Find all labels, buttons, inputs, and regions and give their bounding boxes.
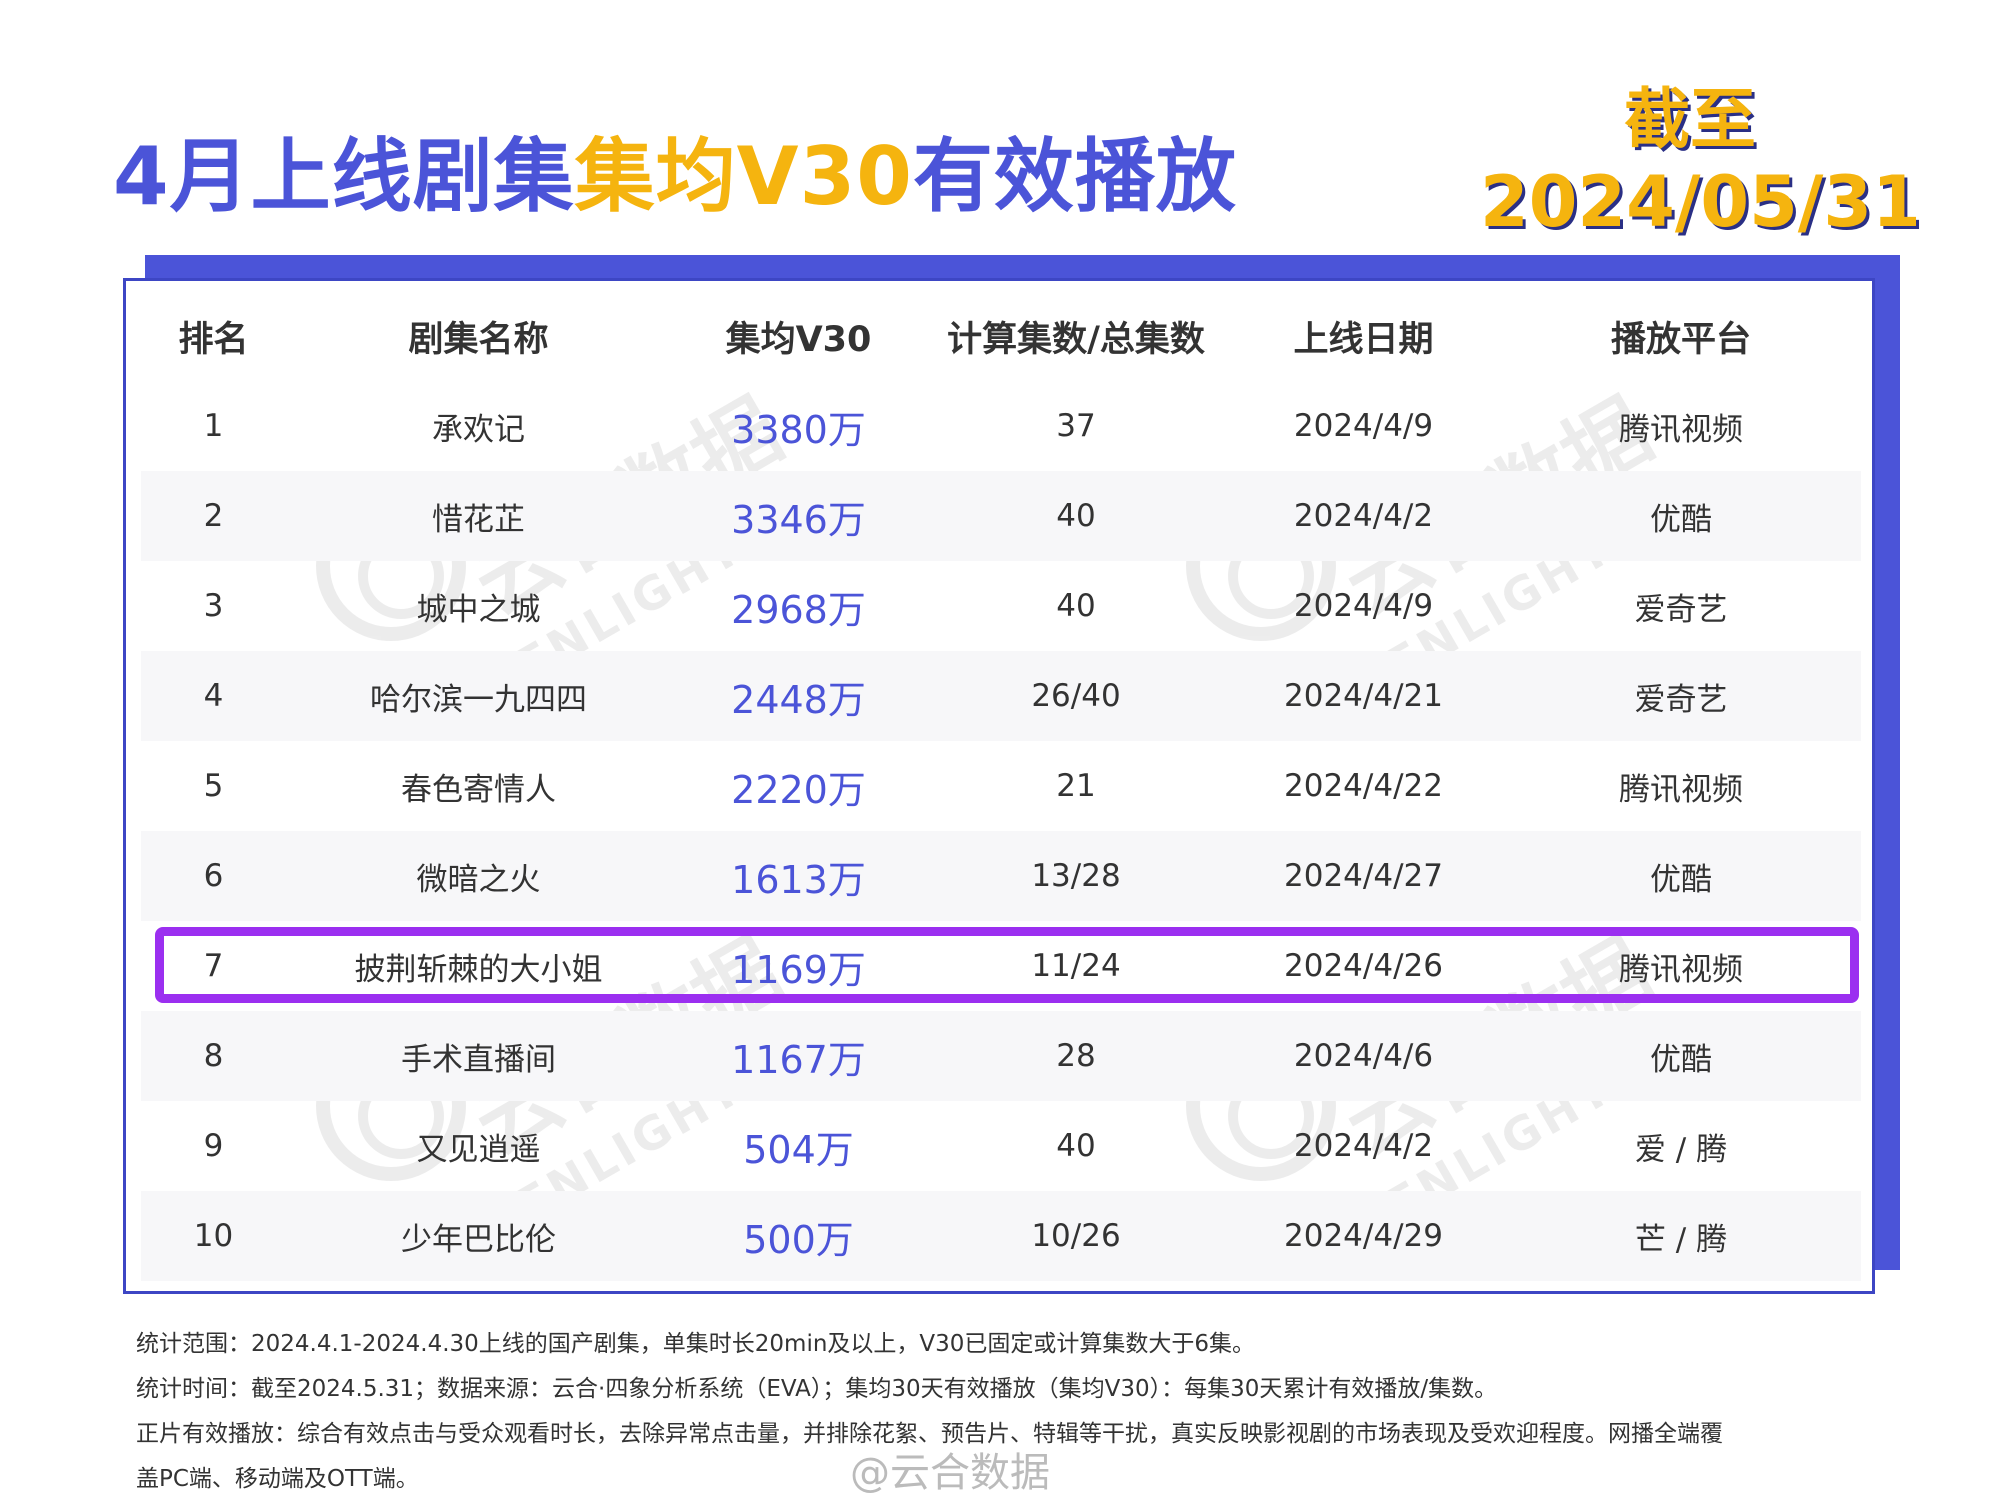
cell-v30: 1613万 <box>731 857 866 902</box>
table-header: 排名 剧集名称 集均V30 计算集数/总集数 上线日期 播放平台 <box>141 291 1861 381</box>
cell-name: 春色寄情人 <box>401 771 556 808</box>
header-v30: 集均V30 <box>725 319 872 360</box>
table-row: 2 惜花芷 3346万 40 2024/4/2 优酷 <box>141 471 1861 561</box>
header-platform: 播放平台 <box>1610 319 1751 360</box>
cell-platform: 爱奇艺 <box>1634 591 1728 628</box>
table-row: 5 春色寄情人 2220万 21 2024/4/22 腾讯视频 <box>141 741 1861 831</box>
cell-episodes: 21 <box>1056 768 1096 804</box>
cell-name: 手术直播间 <box>401 1041 556 1078</box>
cell-date: 2024/4/26 <box>1284 948 1443 984</box>
cell-rank: 1 <box>203 408 224 444</box>
cell-v30: 2968万 <box>731 587 866 632</box>
cell-episodes: 40 <box>1056 498 1096 534</box>
cell-platform: 腾讯视频 <box>1619 411 1743 448</box>
title-part-1: 4月上线剧集 <box>113 130 575 223</box>
cell-v30: 2448万 <box>731 677 866 722</box>
cell-name: 披荆斩棘的大小姐 <box>354 951 603 988</box>
cell-v30: 1167万 <box>731 1037 866 1082</box>
note-time-source: 统计时间：截至2024.5.31；数据来源：云合·四象分析系统（EVA）；集均3… <box>136 1376 1498 1402</box>
table-row: 1 承欢记 3380万 37 2024/4/9 腾讯视频 <box>141 381 1861 471</box>
header-episodes: 计算集数/总集数 <box>947 319 1205 360</box>
cell-platform: 爱奇艺 <box>1634 681 1728 718</box>
cell-date: 2024/4/6 <box>1293 1038 1434 1074</box>
cell-date: 2024/4/29 <box>1284 1218 1443 1254</box>
table-row: 3 城中之城 2968万 40 2024/4/9 爱奇艺 <box>141 561 1861 651</box>
cell-platform: 腾讯视频 <box>1619 771 1743 808</box>
cell-name: 承欢记 <box>432 411 525 448</box>
cell-rank: 5 <box>203 768 224 804</box>
table-row-highlighted: 7 披荆斩棘的大小姐 1169万 11/24 2024/4/26 腾讯视频 <box>141 921 1861 1011</box>
cell-name: 惜花芷 <box>432 501 525 538</box>
footnotes: 统计范围：2024.4.1-2024.4.30上线的国产剧集，单集时长20min… <box>136 1322 1906 1500</box>
cell-rank: 9 <box>203 1128 224 1164</box>
cell-v30: 500万 <box>743 1217 854 1262</box>
cell-rank: 4 <box>203 678 224 714</box>
table-row: 8 手术直播间 1167万 28 2024/4/6 优酷 <box>141 1011 1861 1101</box>
cell-date: 2024/4/2 <box>1293 498 1434 534</box>
cell-episodes: 40 <box>1056 588 1096 624</box>
note-definition-cont: 盖PC端、移动端及OTT端。 <box>136 1466 419 1492</box>
cell-date: 2024/4/2 <box>1293 1128 1434 1164</box>
cell-name: 哈尔滨一九四四 <box>370 681 587 718</box>
table-row: 9 又见逍遥 504万 40 2024/4/2 爱 / 腾 <box>141 1101 1861 1191</box>
cell-episodes: 26/40 <box>1031 678 1121 714</box>
cell-platform: 优酷 <box>1650 861 1712 898</box>
ranking-table-panel: 云合数据 ENLIGHTENT 云合数据 ENLIGHTENT 云合数据 ENL… <box>123 278 1875 1294</box>
table-row: 6 微暗之火 1613万 13/28 2024/4/27 优酷 <box>141 831 1861 921</box>
cell-episodes: 13/28 <box>1031 858 1121 894</box>
note-definition: 正片有效播放：综合有效点击与受众观看时长，去除异常点击量，并排除花絮、预告片、特… <box>136 1421 1723 1447</box>
cell-name: 微暗之火 <box>416 861 541 898</box>
cell-platform: 芒 / 腾 <box>1634 1221 1728 1258</box>
table-row: 10 少年巴比伦 500万 10/26 2024/4/29 芒 / 腾 <box>141 1191 1861 1281</box>
page-title: 4月上线剧集集均V30有效播放 <box>113 112 1237 228</box>
cell-date: 2024/4/27 <box>1284 858 1443 894</box>
table-row: 4 哈尔滨一九四四 2448万 26/40 2024/4/21 爱奇艺 <box>141 651 1861 741</box>
cell-date: 2024/4/9 <box>1293 408 1434 444</box>
cell-platform: 腾讯视频 <box>1619 951 1743 988</box>
as-of-date: 2024/05/31 <box>1480 161 1921 243</box>
cell-name: 又见逍遥 <box>416 1131 541 1168</box>
header-name: 剧集名称 <box>408 319 549 360</box>
cell-name: 少年巴比伦 <box>401 1221 556 1258</box>
cell-episodes: 40 <box>1056 1128 1096 1164</box>
as-of-label: 截至 <box>1624 81 1756 158</box>
cell-episodes: 37 <box>1056 408 1096 444</box>
cell-rank: 8 <box>203 1038 224 1074</box>
cell-episodes: 10/26 <box>1031 1218 1121 1254</box>
title-part-2: 集均V30 <box>574 130 913 223</box>
cell-episodes: 11/24 <box>1031 948 1121 984</box>
cell-rank: 10 <box>193 1218 234 1254</box>
cell-date: 2024/4/21 <box>1284 678 1443 714</box>
header-rank: 排名 <box>178 319 249 360</box>
cell-name: 城中之城 <box>416 591 541 628</box>
cell-v30: 504万 <box>743 1127 854 1172</box>
cell-v30: 3346万 <box>731 497 866 542</box>
cell-v30: 3380万 <box>731 407 866 452</box>
title-part-3: 有效播放 <box>912 130 1237 223</box>
cell-date: 2024/4/22 <box>1284 768 1443 804</box>
cell-episodes: 28 <box>1056 1038 1096 1074</box>
cell-v30: 2220万 <box>731 767 866 812</box>
as-of-badge: 截至 2024/05/31 <box>1480 80 1921 244</box>
note-scope: 统计范围：2024.4.1-2024.4.30上线的国产剧集，单集时长20min… <box>136 1331 1256 1357</box>
weibo-watermark: @云合数据 <box>850 1450 1050 1496</box>
cell-rank: 3 <box>203 588 224 624</box>
cell-date: 2024/4/9 <box>1293 588 1434 624</box>
cell-rank: 6 <box>203 858 224 894</box>
cell-v30: 1169万 <box>731 947 866 992</box>
cell-platform: 优酷 <box>1650 1041 1712 1078</box>
cell-platform: 优酷 <box>1650 501 1712 538</box>
cell-platform: 爱 / 腾 <box>1634 1131 1728 1168</box>
cell-rank: 2 <box>203 498 224 534</box>
header-date: 上线日期 <box>1293 319 1434 360</box>
cell-rank: 7 <box>203 948 224 984</box>
